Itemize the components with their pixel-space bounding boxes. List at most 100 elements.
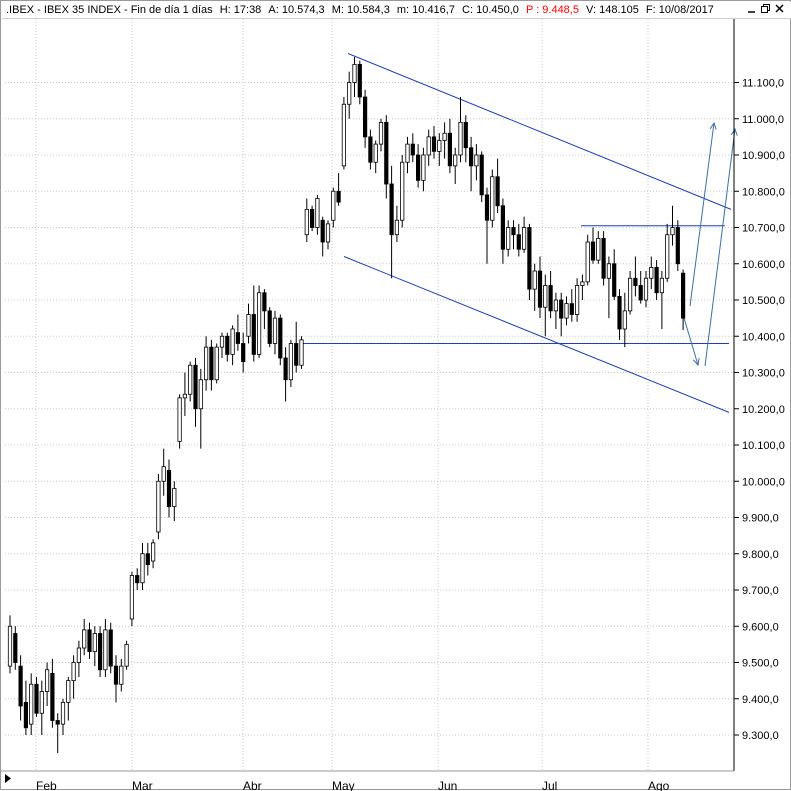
x-tick-label: Abr (243, 779, 262, 791)
candle-body-down (209, 346, 214, 381)
candle (13, 626, 18, 670)
candle (60, 698, 66, 735)
candle-body-up (214, 346, 219, 381)
candle-body-up (585, 241, 590, 283)
candle (341, 97, 347, 170)
candle-body-down (590, 241, 596, 261)
projection-arrow-up-1 (689, 121, 717, 307)
minimize-icon[interactable] (746, 3, 757, 14)
candle (553, 292, 559, 329)
candle (309, 205, 315, 232)
candle-body-up (230, 328, 235, 355)
candle-body-up (628, 277, 633, 312)
scroll-left-icon[interactable] (3, 774, 12, 783)
candle-body-up (172, 488, 177, 508)
candle-body-down (681, 272, 686, 319)
candle (580, 274, 585, 300)
candle-body-up (659, 277, 665, 294)
candle-body-up (39, 691, 44, 714)
candle-body-down (548, 285, 553, 312)
candle-body-up (490, 176, 495, 221)
candle-body-up (76, 647, 81, 663)
candle (108, 622, 113, 674)
candle-body-up (453, 154, 458, 167)
candle (129, 571, 134, 627)
candle (50, 658, 55, 728)
candle (103, 619, 108, 677)
candle (55, 713, 60, 754)
candle-body-down (410, 143, 415, 156)
candle (272, 310, 278, 355)
candle (468, 136, 474, 192)
y-tick-label: 10.400,0 (742, 331, 785, 343)
candle (569, 289, 574, 322)
candle-body-down (516, 234, 521, 250)
y-tick-label: 10.300,0 (742, 368, 785, 380)
y-tick-label: 10.900,0 (742, 150, 785, 162)
candle (23, 680, 29, 735)
candle (182, 372, 187, 416)
candle-body-up (352, 63, 357, 83)
x-tick-label: Mar (132, 779, 153, 791)
candle-body-down (241, 343, 246, 363)
candle (98, 626, 103, 677)
candle (415, 144, 421, 188)
candle-body-down (537, 270, 543, 308)
candle-body-up (543, 285, 548, 308)
candle-body-down (675, 227, 680, 265)
candle-body-up (506, 227, 511, 250)
candle (516, 223, 521, 257)
candle-body-up (45, 669, 50, 692)
candle (145, 542, 150, 576)
candle (649, 256, 654, 290)
candles (7, 57, 686, 754)
upper-channel-line (347, 53, 732, 210)
candle (601, 231, 606, 286)
candle (675, 220, 680, 271)
candle-body-down (98, 633, 103, 671)
candle (559, 292, 564, 337)
candle-body-down (294, 343, 299, 366)
restore-icon[interactable] (760, 3, 771, 14)
candle-body-up (458, 121, 463, 156)
candle-body-down (34, 683, 39, 714)
candle (564, 296, 569, 326)
candle-body-up (622, 310, 627, 330)
candle (225, 332, 230, 362)
candle (262, 289, 267, 329)
candle-body-down (55, 720, 60, 725)
candle-body-up (331, 190, 336, 221)
open-value: A: 10.574,3 (268, 4, 325, 16)
candle-body-down (278, 317, 283, 359)
candle (161, 448, 166, 496)
low-value: m: 10.416,7 (396, 4, 455, 16)
candle (219, 332, 225, 358)
candle-body-up (347, 82, 352, 105)
candle-body-up (203, 346, 209, 381)
candle (304, 198, 309, 242)
candle (113, 655, 119, 703)
y-tick-label: 9.900,0 (742, 513, 779, 525)
candle (585, 234, 590, 286)
y-tick-label: 11.000,0 (742, 114, 784, 126)
candle (166, 459, 172, 518)
candle (612, 249, 617, 300)
candle (659, 271, 665, 329)
candle-body-down (113, 665, 119, 685)
candle-body-down (389, 183, 394, 236)
projection-arrow-up-2 (704, 127, 738, 367)
candle (124, 640, 129, 670)
candle (389, 165, 394, 279)
candle (681, 269, 686, 331)
candle-body-down (479, 154, 484, 196)
close-icon[interactable] (774, 3, 785, 14)
candle (537, 256, 543, 319)
y-tick-label: 9.700,0 (742, 585, 779, 597)
candle-body-down (267, 310, 272, 344)
candle (193, 358, 198, 427)
candle-body-down (601, 237, 606, 279)
candle-body-down (463, 121, 468, 149)
y-tick-label: 10.800,0 (742, 186, 785, 198)
y-tick-label: 10.700,0 (742, 223, 785, 235)
